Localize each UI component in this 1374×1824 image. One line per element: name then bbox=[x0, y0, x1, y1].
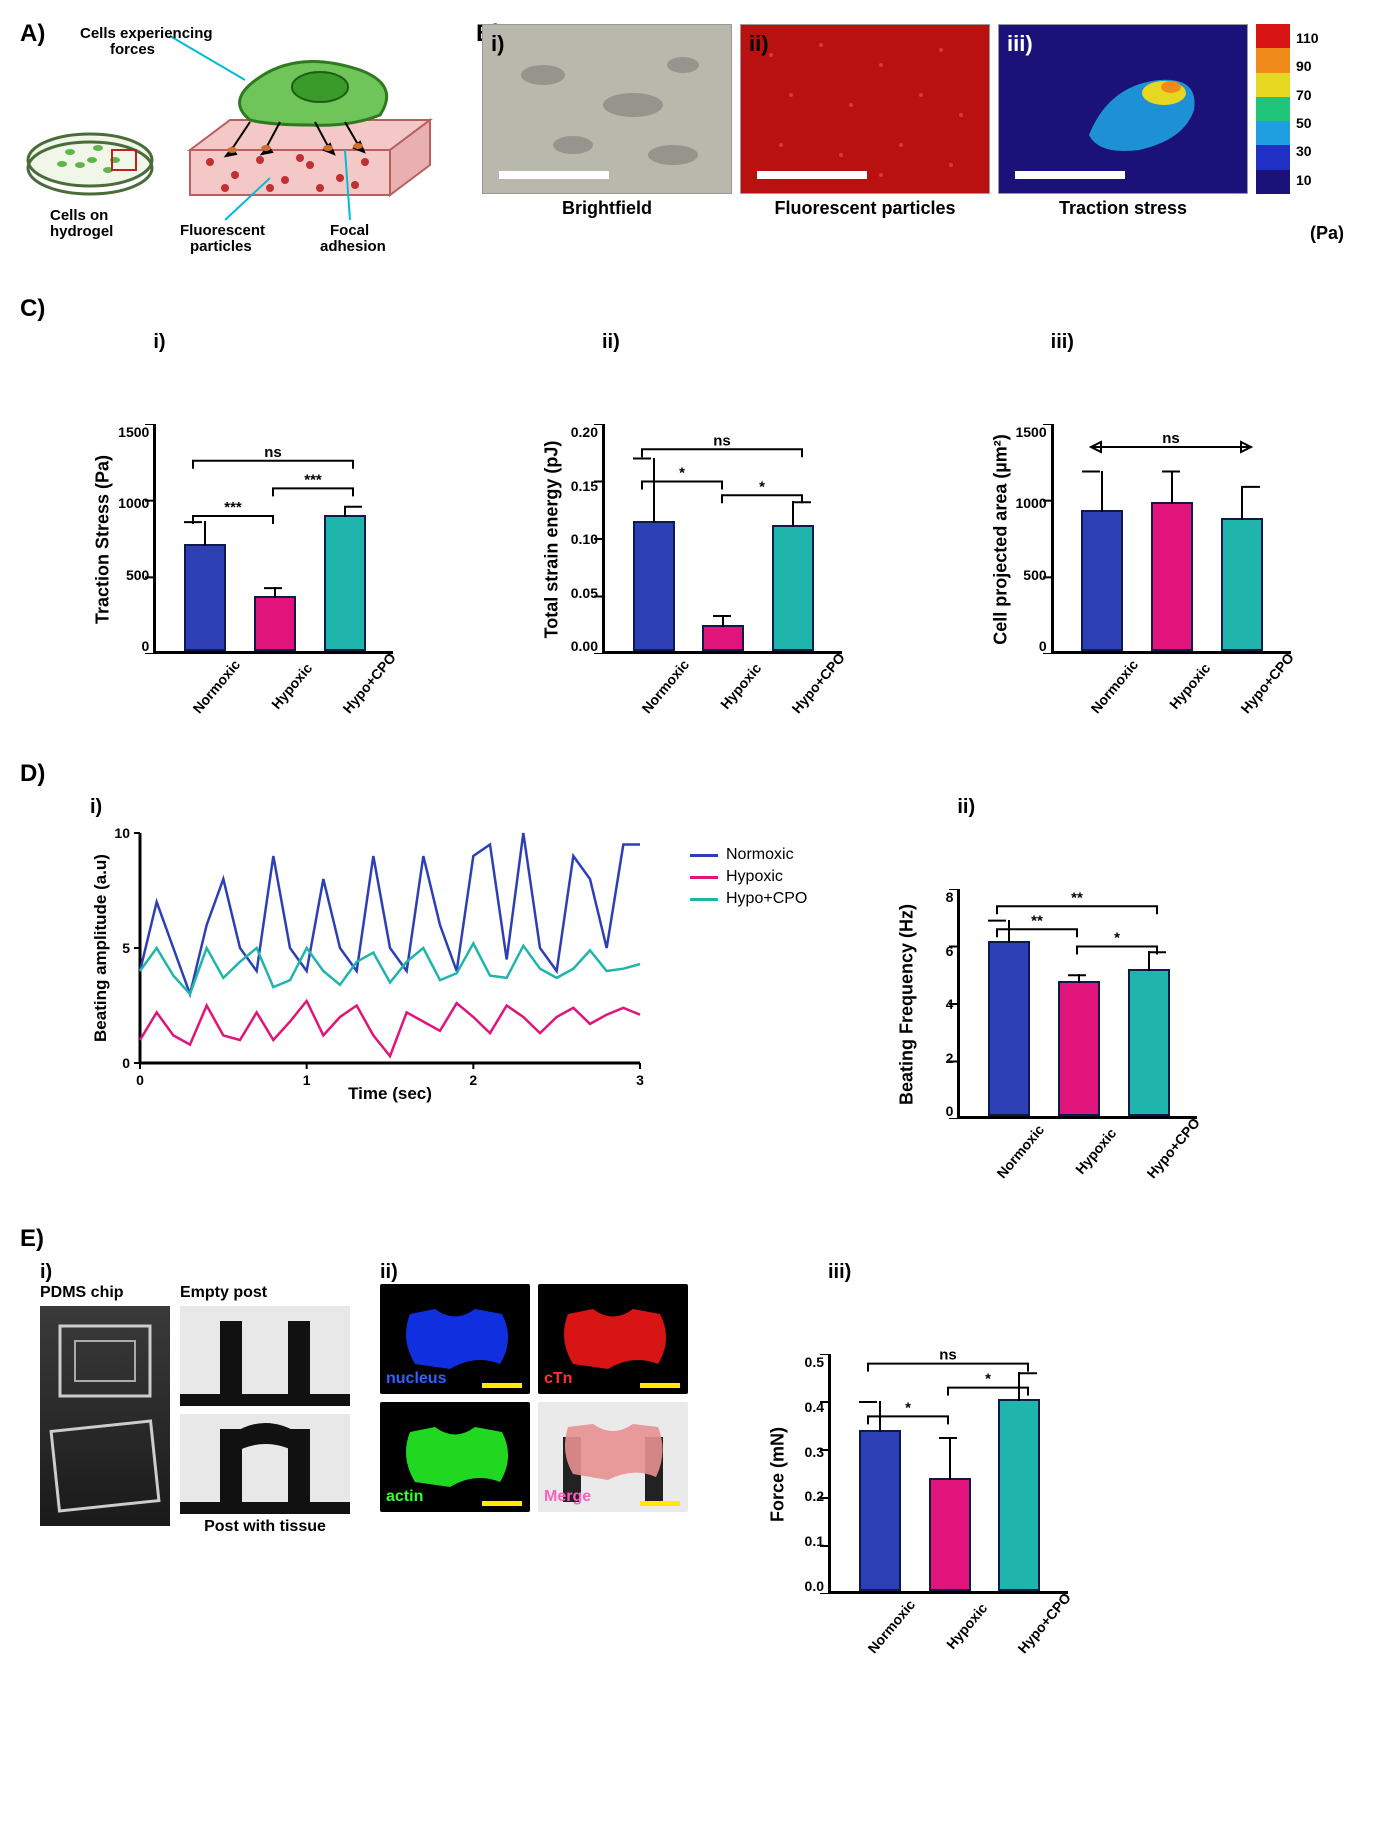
panel-d-line: i) 10 5 00 1 2 3 Time (sec) Beating amplitude (… bbox=[90, 796, 650, 1108]
svg-text:5: 5 bbox=[122, 940, 130, 956]
svg-text:1: 1 bbox=[303, 1072, 311, 1088]
barchart-Traction Stress (Pa): i)******ns150010005000Traction Stress (P… bbox=[153, 331, 393, 730]
label-d: D) bbox=[20, 760, 1354, 788]
svg-text:*: * bbox=[985, 1371, 991, 1388]
brightfield-image: i) bbox=[482, 24, 732, 194]
sub-ii: ii) bbox=[602, 331, 842, 354]
label-e: E) bbox=[20, 1225, 1354, 1253]
panel-b: B) i) Brightfield bbox=[482, 20, 1354, 244]
cap-fluor: Fluorescent particles bbox=[740, 198, 990, 219]
barchart-Cell projected area (µm²): iii)ns150010005000Cell projected area (µ… bbox=[1051, 331, 1291, 730]
panel-b-iii: iii) Traction stress bbox=[998, 24, 1248, 219]
sub-ii: ii) bbox=[957, 796, 1197, 819]
sub-iii: iii) bbox=[828, 1261, 1068, 1284]
svg-text:**: ** bbox=[1072, 889, 1084, 906]
post-tissue-image bbox=[180, 1414, 350, 1514]
panel-e-i: i) PDMS chip Empty post bbox=[40, 1261, 350, 1536]
label-cells-forces: Cells experiencingforces bbox=[80, 25, 213, 58]
label-cells-hydrogel: Cells onhydrogel bbox=[50, 207, 113, 240]
panel-a-schematic: Cells experiencingforces Cells onhydroge… bbox=[20, 20, 440, 260]
empty-post-image bbox=[180, 1306, 350, 1406]
label-a: A) bbox=[20, 20, 45, 48]
lbl-actin: actin bbox=[386, 1488, 423, 1506]
scalebar-actin bbox=[482, 1501, 522, 1506]
lbl-merge: Merge bbox=[544, 1488, 591, 1506]
figure-root: A) bbox=[20, 20, 1354, 1670]
barchart-Beating Frequency (Hz): ii)*****86420Beating Frequency (Hz)Normo… bbox=[957, 796, 1197, 1195]
label-c: C) bbox=[20, 295, 1354, 323]
svg-text:***: *** bbox=[305, 471, 323, 488]
svg-text:*: * bbox=[1114, 930, 1120, 947]
legend-item: Hypoxic bbox=[690, 868, 807, 886]
sub-e-i: i) bbox=[40, 1261, 350, 1284]
legend-item: Normoxic bbox=[690, 846, 807, 864]
svg-text:ns: ns bbox=[713, 432, 731, 449]
legend-item: Hypo+CPO bbox=[690, 890, 807, 908]
lbl-empty-post: Empty post bbox=[180, 1284, 350, 1302]
svg-text:10: 10 bbox=[114, 825, 130, 841]
pdms-chip-image bbox=[40, 1306, 170, 1526]
lbl-ctn: cTn bbox=[544, 1370, 572, 1388]
sub-i: i) bbox=[153, 331, 393, 354]
svg-text:*: * bbox=[905, 1399, 911, 1416]
actin-image: actin bbox=[380, 1402, 530, 1512]
svg-text:0: 0 bbox=[136, 1072, 144, 1088]
nucleus-image: nucleus bbox=[380, 1284, 530, 1394]
svg-text:ns: ns bbox=[939, 1347, 957, 1364]
scalebar-merge bbox=[640, 1501, 680, 1506]
svg-text:*: * bbox=[759, 478, 765, 495]
panel-e: E) i) PDMS chip bbox=[20, 1225, 1354, 1670]
legend: Normoxic Hypoxic Hypo+CPO bbox=[690, 846, 807, 912]
lbl-pdms: PDMS chip bbox=[40, 1284, 170, 1302]
scalebar-nucleus bbox=[482, 1383, 522, 1388]
sub-iii: iii) bbox=[1051, 331, 1291, 354]
colorbar-unit: (Pa) bbox=[482, 223, 1344, 244]
panel-b-i: i) Brightfield bbox=[482, 24, 732, 219]
lbl-nucleus: nucleus bbox=[386, 1370, 446, 1388]
label-fluor-particles: Fluorescentparticles bbox=[180, 222, 265, 255]
scalebar-fluor bbox=[757, 171, 867, 179]
svg-text:**: ** bbox=[1032, 912, 1044, 929]
colorbar-labels: 1109070503010 bbox=[1296, 24, 1319, 194]
svg-text:ns: ns bbox=[1162, 430, 1180, 447]
svg-text:*: * bbox=[679, 465, 685, 482]
ylabel: Traction Stress (Pa) bbox=[93, 425, 114, 655]
ylabel: Total strain energy (pJ) bbox=[541, 425, 562, 655]
line-chart-svg: 10 5 00 1 2 3 Time (sec) Beating amplitude (a.u… bbox=[90, 823, 650, 1103]
ylabel: Beating Frequency (Hz) bbox=[897, 890, 918, 1120]
svg-text:0: 0 bbox=[122, 1055, 130, 1071]
panel-b-ii: ii) Fluorescent particles bbox=[740, 24, 990, 219]
merge-image: Merge bbox=[538, 1402, 688, 1512]
svg-text:2: 2 bbox=[469, 1072, 477, 1088]
panel-a: A) bbox=[20, 20, 470, 265]
ylabel: Force (mN) bbox=[768, 1355, 789, 1595]
row-ab: A) bbox=[20, 20, 1354, 265]
scalebar-ctn bbox=[640, 1383, 680, 1388]
scalebar-traction bbox=[1015, 171, 1125, 179]
label-focal: Focaladhesion bbox=[320, 222, 386, 255]
ylabel: Cell projected area (µm²) bbox=[990, 425, 1011, 655]
svg-text:ns: ns bbox=[265, 444, 283, 461]
cap-traction: Traction stress bbox=[998, 198, 1248, 219]
lbl-post-tissue: Post with tissue bbox=[180, 1518, 350, 1536]
svg-text:Time (sec): Time (sec) bbox=[348, 1084, 432, 1103]
svg-text:***: *** bbox=[225, 499, 243, 516]
sub-e-ii: ii) bbox=[380, 1261, 688, 1284]
fluor-image: ii) bbox=[740, 24, 990, 194]
sub-d-i: i) bbox=[90, 796, 650, 819]
ctn-image: cTn bbox=[538, 1284, 688, 1394]
barchart-Force (mN): iii)**ns0.50.40.30.20.10.0Force (mN)Norm… bbox=[828, 1261, 1068, 1670]
panel-e-ii: ii) nucleus cTn actin bbox=[380, 1261, 688, 1512]
panel-c: C) i)******ns150010005000Traction Stress… bbox=[20, 295, 1354, 730]
panel-d: D) i) 10 5 00 1 2 3 Time (sec) Beating amplitud… bbox=[20, 760, 1354, 1195]
cap-bf: Brightfield bbox=[482, 198, 732, 219]
svg-text:Beating amplitude (a.u): Beating amplitude (a.u) bbox=[91, 854, 110, 1042]
colorbar bbox=[1256, 24, 1290, 194]
svg-text:3: 3 bbox=[636, 1072, 644, 1088]
traction-image: iii) bbox=[998, 24, 1248, 194]
scalebar-bf bbox=[499, 171, 609, 179]
barchart-Total strain energy (pJ): ii)**ns0.200.150.100.050.00Total strain … bbox=[602, 331, 842, 730]
